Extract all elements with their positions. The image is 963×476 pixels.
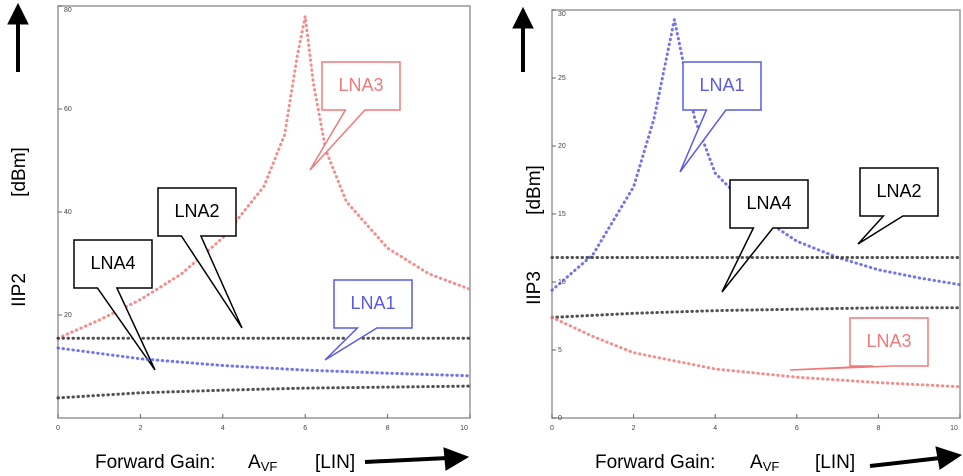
- x-axis-symbol-main: A: [750, 452, 763, 473]
- y-tick-label: 15: [558, 211, 566, 218]
- y-tick-label: 10: [558, 279, 566, 286]
- right-arrow: [364, 456, 449, 464]
- x-tick-label: 10: [460, 425, 468, 432]
- y-tick-label: 0: [558, 415, 562, 422]
- x-tick-label: 6: [795, 425, 799, 432]
- y-axis-label: IIP2: [9, 273, 30, 307]
- callout-label: LNA4: [746, 193, 791, 213]
- decor: [7, 2, 963, 471]
- x-tick-label: 4: [713, 425, 717, 432]
- series-line: [550, 315, 962, 389]
- callout-label: LNA2: [174, 201, 219, 221]
- callout-box: [157, 187, 243, 329]
- x-axis-unit: [LIN]: [315, 452, 355, 473]
- x-tick-label: 4: [221, 425, 225, 432]
- up-arrow-head: [512, 6, 534, 29]
- x-tick-label: 2: [632, 425, 636, 432]
- series-line: [56, 16, 472, 340]
- right-arrow: [869, 456, 941, 468]
- y-axis-unit: [dBm]: [524, 165, 545, 215]
- x-tick-label: 0: [56, 425, 60, 432]
- y-tick-label: 30: [558, 11, 566, 18]
- x-tick-label: 8: [876, 425, 880, 432]
- x-axis-symbol-sub: VF: [261, 459, 278, 474]
- x-tick-label: 0: [550, 425, 554, 432]
- right-arrow-head: [443, 447, 470, 471]
- callout-box: [789, 317, 929, 371]
- y-tick-label: 40: [64, 209, 72, 216]
- callout-box: [721, 179, 809, 293]
- y-axis-label: IIP3: [524, 271, 545, 305]
- x-axis-symbol: AVF: [248, 452, 277, 474]
- x-tick-label: 10: [950, 425, 958, 432]
- y-tick-label: 80: [64, 7, 72, 14]
- x-tick-label: 8: [386, 425, 390, 432]
- y-tick-label: 60: [64, 106, 72, 113]
- x-axis-symbol-sub: VF: [763, 459, 780, 474]
- y-tick-label: 20: [64, 312, 72, 319]
- callout-label: LNA4: [90, 253, 135, 273]
- callout-box: [679, 61, 762, 173]
- x-axis-symbol-main: A: [248, 452, 261, 473]
- y-tick-label: 25: [558, 75, 566, 82]
- y-tick-label: 5: [558, 347, 562, 354]
- series-line: [56, 346, 472, 378]
- callout-label: LNA3: [866, 331, 911, 351]
- plot-frame: [57, 5, 471, 419]
- x-tick-label: 6: [303, 425, 307, 432]
- x-axis-label: Forward Gain:: [95, 452, 215, 473]
- callout-label: LNA3: [338, 75, 383, 95]
- x-axis-unit: [LIN]: [815, 452, 855, 473]
- callout-label: LNA1: [350, 293, 395, 313]
- x-tick-label: 2: [138, 425, 142, 432]
- up-arrow-head: [7, 2, 29, 25]
- x-axis-symbol: AVF: [750, 452, 779, 474]
- series-line: [550, 19, 962, 292]
- callout-box: [324, 279, 413, 361]
- callout-box: [73, 239, 156, 371]
- y-tick-label: 20: [558, 143, 566, 150]
- callout-box: [857, 167, 939, 245]
- y-axis-unit: [dBm]: [9, 147, 30, 197]
- callout-label: LNA2: [876, 181, 921, 201]
- series-line: [56, 384, 472, 400]
- callout-box: [309, 61, 401, 171]
- series-line: [550, 306, 962, 319]
- right-arrow-head: [935, 446, 963, 470]
- callout-label: LNA1: [699, 75, 744, 95]
- x-axis-label: Forward Gain:: [595, 452, 715, 473]
